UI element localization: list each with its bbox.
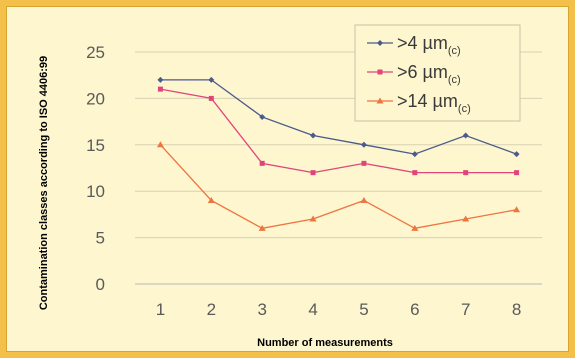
x-tick-label: 4 [308,300,317,319]
legend: >4 µm(c) >6 µm(c) >14 µm(c) [354,24,521,122]
x-axis-ticks: 1 2 3 4 5 6 7 8 [156,300,522,319]
x-tick-label: 8 [512,300,521,319]
series-group [156,76,521,231]
chart: 0 5 10 15 20 25 1 2 3 4 5 6 7 8 >4 µm(c) >6 µm(c) >14 … [38,24,542,349]
series-1 [157,76,520,158]
data-point [411,151,418,158]
data-point [259,113,266,120]
legend-label: >14 µm(c) [397,91,471,115]
data-point [462,215,470,222]
data-point [360,196,368,203]
data-point [207,196,215,203]
data-point [259,160,265,166]
legend-marker [376,97,384,104]
data-point [360,141,367,148]
data-point [514,170,520,176]
data-point [310,132,317,139]
x-tick-label: 3 [257,300,266,319]
x-tick-label: 1 [156,300,165,319]
data-point [156,141,164,148]
x-axis-title: Number of measurements [257,337,393,349]
data-point [463,170,469,176]
series-2 [157,86,520,176]
data-point [411,224,419,231]
legend-label: >4 µm(c) [397,33,461,57]
y-tick-label: 25 [86,43,105,62]
data-point [361,160,367,166]
series-line [160,79,517,155]
data-point [258,224,266,231]
data-point [462,132,469,139]
x-tick-label: 5 [359,300,368,319]
data-point [208,76,215,83]
series-line [160,88,517,174]
legend-label: >6 µm(c) [397,62,461,86]
chart-frame: 0 5 10 15 20 25 1 2 3 4 5 6 7 8 >4 µm(c) >6 µm(c) >14 … [6,6,569,352]
data-point [157,76,164,83]
data-point [208,95,214,101]
y-axis-ticks: 0 5 10 15 20 25 [86,43,105,294]
y-axis-title: Contamination classes according to ISO 4… [38,56,50,310]
series-3 [156,141,521,231]
data-point [157,86,163,92]
data-point [309,215,317,222]
legend-marker [377,40,383,46]
y-tick-label: 15 [86,136,105,155]
x-tick-label: 6 [410,300,419,319]
y-tick-label: 10 [86,182,105,201]
y-tick-label: 5 [96,229,105,248]
x-tick-label: 2 [207,300,216,319]
x-tick-label: 7 [461,300,470,319]
data-point [310,170,316,176]
data-point [513,206,521,213]
data-point [513,151,520,158]
legend-marker [377,69,383,75]
y-tick-label: 20 [86,89,105,108]
series-line [159,144,517,230]
y-tick-label: 0 [96,275,105,294]
data-point [412,170,418,176]
